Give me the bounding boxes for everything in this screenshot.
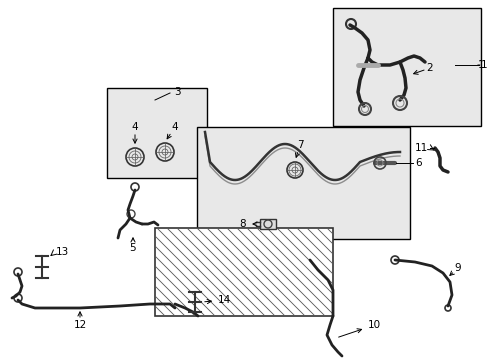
Text: 1: 1 xyxy=(480,60,487,70)
Text: 4: 4 xyxy=(167,122,178,139)
Text: 11: 11 xyxy=(414,143,427,153)
Text: 1: 1 xyxy=(476,60,483,70)
Text: 3: 3 xyxy=(173,87,180,97)
Bar xyxy=(197,127,409,239)
Text: 2: 2 xyxy=(413,63,432,74)
Text: 5: 5 xyxy=(129,238,136,253)
Bar xyxy=(155,228,332,316)
Bar xyxy=(107,88,206,178)
Text: 13: 13 xyxy=(56,247,69,257)
Text: 8: 8 xyxy=(239,219,257,229)
Text: 14: 14 xyxy=(204,295,231,305)
Text: 7: 7 xyxy=(295,140,303,157)
Text: 12: 12 xyxy=(73,312,86,330)
Text: 6: 6 xyxy=(414,158,421,168)
Bar xyxy=(332,8,480,126)
Text: 10: 10 xyxy=(338,320,380,337)
Bar xyxy=(260,219,275,229)
Text: 9: 9 xyxy=(449,263,460,275)
Text: 4: 4 xyxy=(131,122,138,143)
